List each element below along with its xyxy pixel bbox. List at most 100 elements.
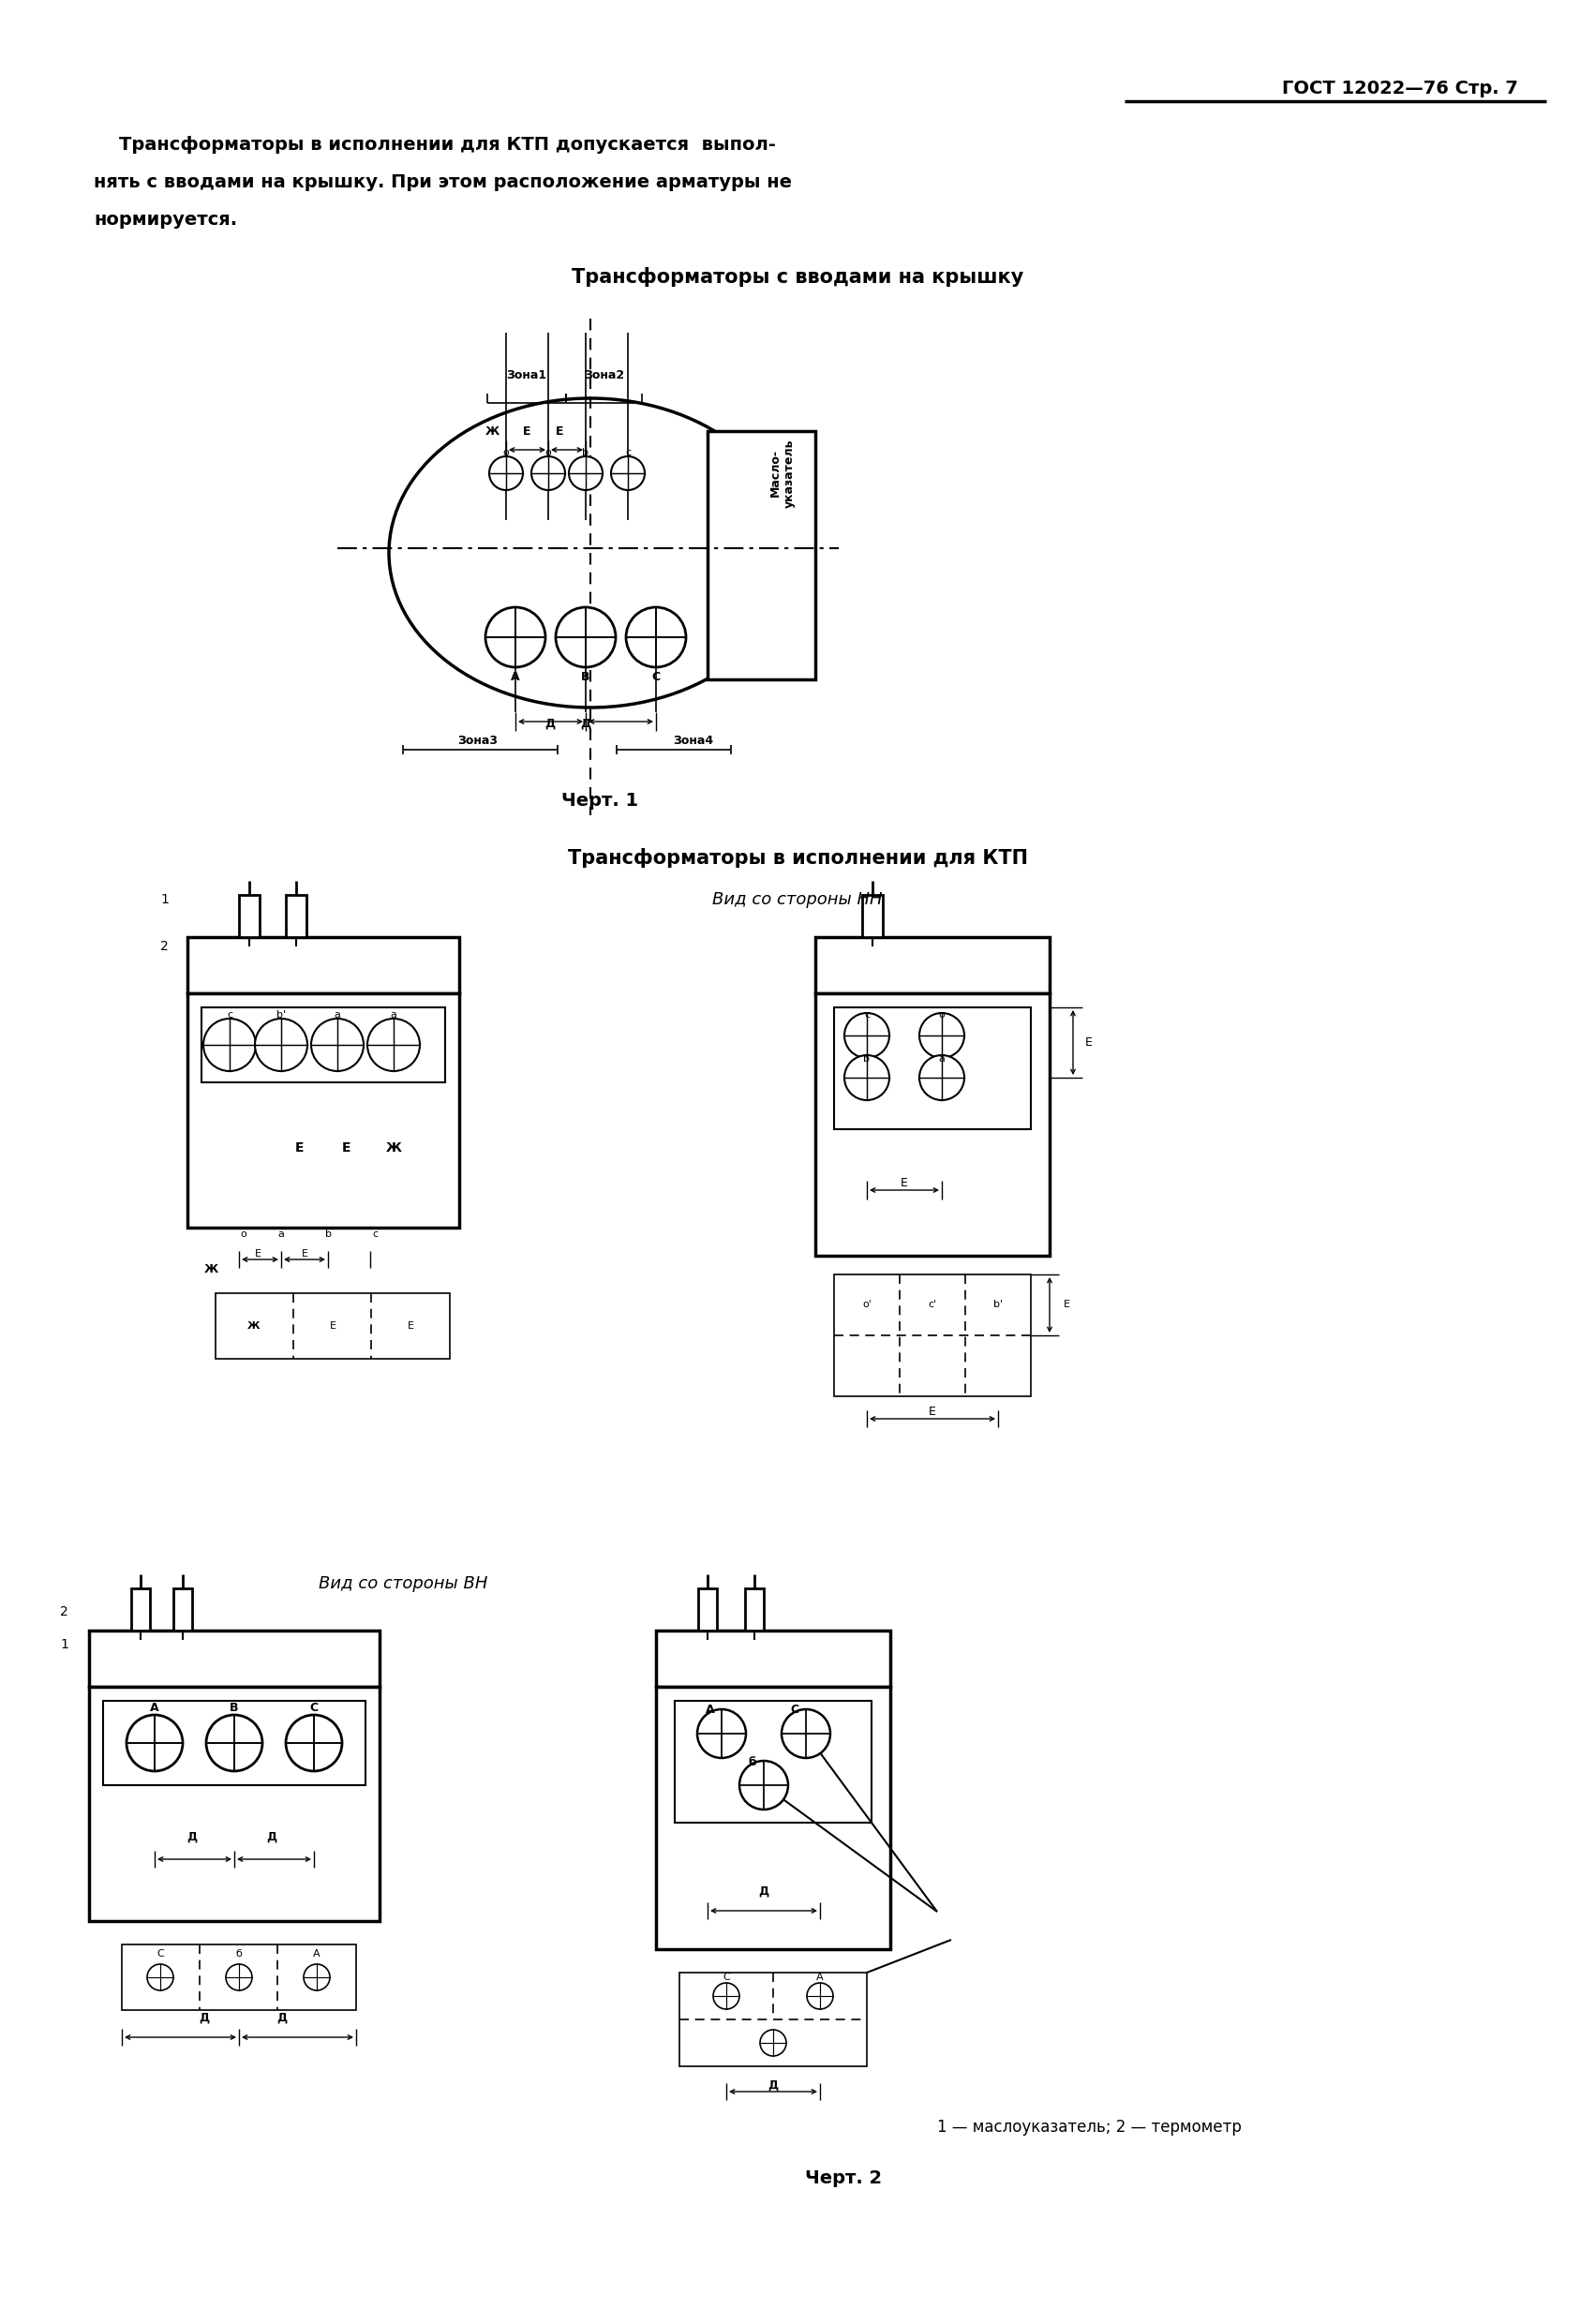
Bar (201, 1006, 445, 1083)
Bar (679, 1973, 866, 2066)
Text: Вид со стороны НН: Вид со стороны НН (713, 890, 882, 909)
Text: Д: Д (759, 1885, 769, 1896)
Text: с: с (625, 449, 630, 458)
Bar (675, 1701, 871, 1822)
Text: Е: Е (343, 1141, 351, 1155)
Text: Д: Д (278, 2013, 287, 2024)
Text: Трансформаторы в исполнении для КТП: Трансформаторы в исполнении для КТП (568, 848, 1027, 867)
Text: нять с вводами на крышку. При этом расположение арматуры не: нять с вводами на крышку. При этом распо… (94, 174, 791, 191)
Circle shape (367, 1018, 419, 1071)
Text: с: с (226, 1011, 233, 1020)
Text: с: с (864, 1011, 869, 1020)
Text: Вид со стороны ВН: Вид со стороны ВН (319, 1576, 488, 1592)
Text: ГОСТ 12022—76 Стр. 7: ГОСТ 12022—76 Стр. 7 (1282, 79, 1518, 98)
Text: С: С (791, 1703, 799, 1717)
Circle shape (697, 1708, 746, 1757)
Circle shape (206, 1715, 263, 1771)
Circle shape (919, 1013, 965, 1057)
Circle shape (807, 1982, 833, 2010)
Text: Д: Д (581, 718, 590, 730)
Circle shape (611, 456, 644, 490)
Circle shape (485, 607, 545, 667)
Text: Д: Д (266, 1831, 278, 1843)
Text: В: В (581, 672, 590, 683)
Text: Е: Е (555, 425, 563, 437)
Text: С: С (156, 1950, 164, 1959)
Bar (121, 1945, 356, 2010)
Text: а: а (938, 1055, 946, 1064)
Bar (215, 1292, 450, 1360)
Circle shape (147, 1964, 174, 1989)
Text: о: о (938, 1011, 944, 1020)
Text: Черт. 1: Черт. 1 (561, 792, 638, 811)
Text: С: С (309, 1701, 319, 1715)
Bar (89, 1687, 380, 1922)
Text: нормируется.: нормируется. (94, 211, 238, 230)
Text: С: С (723, 1973, 731, 1982)
Text: Д: Д (545, 718, 555, 730)
Text: Е: Е (330, 1322, 337, 1332)
Text: В: В (230, 1701, 239, 1715)
Bar (656, 1687, 890, 1950)
Circle shape (203, 1018, 255, 1071)
Text: Е: Е (301, 1250, 308, 1260)
Text: Черт. 2: Черт. 2 (805, 2171, 882, 2187)
Text: а: а (278, 1229, 284, 1239)
Circle shape (844, 1013, 890, 1057)
Bar (104, 1701, 365, 1785)
Circle shape (569, 456, 603, 490)
Text: Ж: Ж (386, 1141, 402, 1155)
Bar (699, 1587, 716, 1631)
Text: Зона2: Зона2 (584, 370, 625, 381)
Text: б: б (748, 1755, 756, 1769)
Bar (656, 1631, 890, 1687)
Text: Е: Е (255, 1250, 262, 1260)
Text: b: b (325, 1229, 332, 1239)
Bar (174, 1587, 191, 1631)
Bar (815, 992, 1050, 1255)
Text: о': о' (863, 1299, 871, 1308)
Bar (834, 1274, 1030, 1397)
Text: А: А (707, 1703, 715, 1717)
Bar (708, 430, 815, 679)
Text: С: С (652, 672, 660, 683)
Circle shape (490, 456, 523, 490)
Circle shape (625, 607, 686, 667)
Bar (286, 895, 306, 937)
Text: А: А (510, 672, 520, 683)
Circle shape (555, 607, 616, 667)
Text: b': b' (276, 1011, 286, 1020)
Circle shape (531, 456, 565, 490)
Circle shape (226, 1964, 252, 1989)
Bar (863, 895, 882, 937)
Text: Зона3: Зона3 (458, 734, 498, 746)
Circle shape (919, 1055, 965, 1099)
Circle shape (126, 1715, 183, 1771)
Text: 2: 2 (61, 1606, 69, 1618)
Text: b': b' (994, 1299, 1003, 1308)
Circle shape (782, 1708, 831, 1757)
Text: А: А (817, 1973, 823, 1982)
Text: Ж: Ж (485, 425, 499, 437)
Text: с: с (372, 1229, 378, 1239)
Circle shape (713, 1982, 740, 2010)
Bar (239, 895, 260, 937)
Text: а: а (391, 1011, 397, 1020)
Bar (188, 992, 459, 1227)
Text: Зона4: Зона4 (673, 734, 713, 746)
Text: с': с' (928, 1299, 936, 1308)
Text: Д: Д (187, 1831, 198, 1843)
Text: о: о (502, 449, 509, 458)
Text: 1 — маслоуказатель; 2 — термометр: 1 — маслоуказатель; 2 — термометр (938, 2119, 1241, 2136)
Circle shape (759, 2029, 786, 2057)
Text: Е: Е (523, 425, 531, 437)
Circle shape (844, 1055, 890, 1099)
Bar (188, 937, 459, 992)
Text: Е: Е (295, 1141, 305, 1155)
Text: Е: Е (901, 1176, 908, 1188)
Circle shape (740, 1762, 788, 1810)
Text: Д: Д (199, 2013, 209, 2024)
Text: Д: Д (767, 2080, 778, 2092)
Circle shape (286, 1715, 341, 1771)
Text: б: б (236, 1950, 242, 1959)
